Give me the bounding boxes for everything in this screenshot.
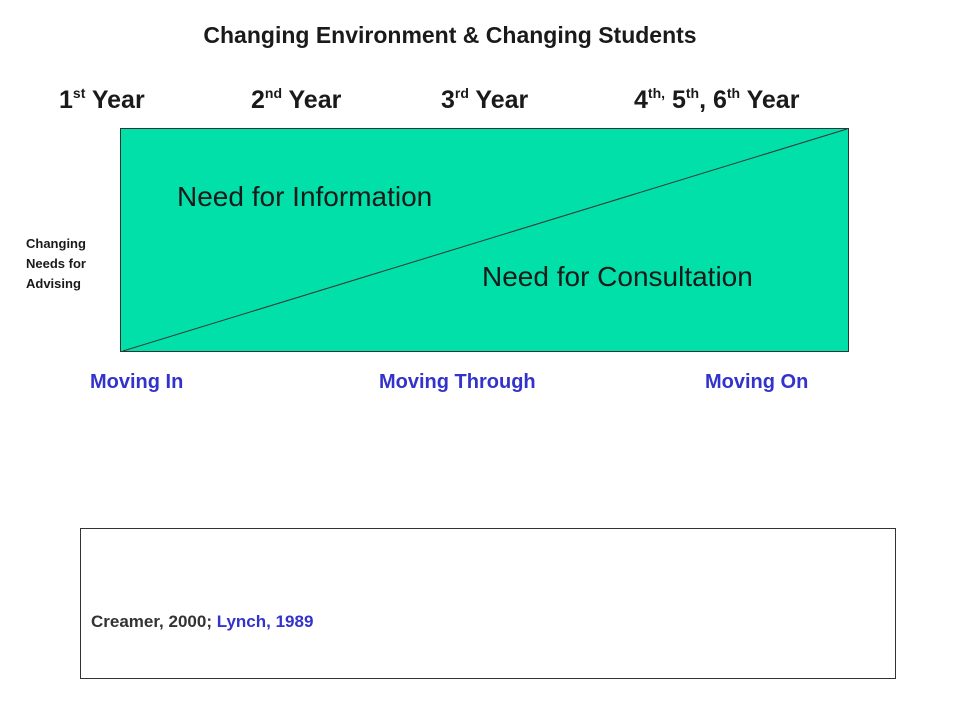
year-label-3: 3rd Year (441, 85, 529, 114)
changing-needs-label: Changing Needs for Advising (26, 234, 121, 294)
side-label-line: Needs for (26, 256, 86, 271)
year-label-4-5-6: 4th, 5th, 6th Year (634, 85, 800, 114)
needs-diagram (120, 128, 849, 352)
phase-moving-through: Moving Through (379, 371, 536, 393)
citation-box: Creamer, 2000; Lynch, 1989 (80, 528, 896, 679)
year-label-2: 2nd Year (251, 85, 342, 114)
need-for-information-label: Need for Information (177, 181, 433, 212)
citation-creamer: Creamer, 2000; (91, 612, 217, 631)
citation: Creamer, 2000; Lynch, 1989 (91, 612, 313, 632)
need-for-consultation-label: Need for Consultation (482, 261, 753, 292)
needs-diagonal-divider (122, 128, 848, 352)
citation-lynch: Lynch, 1989 (216, 612, 314, 631)
year-label-1: 1st Year (59, 85, 145, 114)
phase-moving-on: Moving On (705, 371, 809, 393)
slide-title: Changing Environment & Changing Students (203, 22, 697, 48)
side-label-line: Advising (26, 276, 81, 291)
phase-moving-in: Moving In (90, 371, 184, 393)
side-label-line: Changing (26, 236, 86, 251)
